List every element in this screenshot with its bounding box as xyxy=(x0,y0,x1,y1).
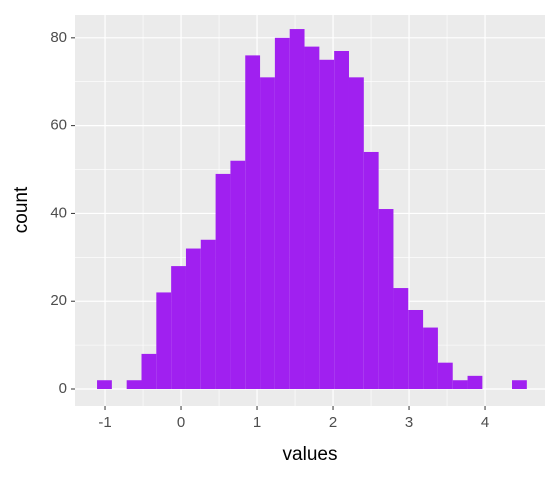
x-tick-label: 4 xyxy=(481,414,489,431)
bar xyxy=(185,248,201,390)
x-tick-label: -1 xyxy=(98,414,111,431)
bar xyxy=(260,77,275,390)
bar xyxy=(512,380,527,390)
bar xyxy=(200,239,216,390)
bar xyxy=(467,375,483,390)
x-axis-title: values xyxy=(283,444,338,465)
y-tick-label: 40 xyxy=(50,204,67,221)
y-tick-label: 20 xyxy=(50,292,67,309)
bar xyxy=(393,288,409,390)
bar xyxy=(274,37,290,390)
bar xyxy=(171,266,186,390)
bar xyxy=(304,46,320,390)
bar xyxy=(437,362,453,390)
y-axis-title: count xyxy=(11,186,32,233)
bar xyxy=(319,59,335,390)
x-tick-label: 0 xyxy=(177,414,185,431)
bar xyxy=(452,380,468,390)
bar xyxy=(230,160,246,390)
bar xyxy=(363,151,379,390)
bar xyxy=(334,50,349,390)
bar xyxy=(378,209,394,390)
y-tick-label: 0 xyxy=(59,380,67,397)
y-tick-label: 80 xyxy=(50,29,67,46)
bar xyxy=(215,173,231,390)
x-tick-label: 2 xyxy=(329,414,337,431)
bar xyxy=(97,380,112,390)
bar xyxy=(423,327,438,390)
x-tick-label: 1 xyxy=(253,414,261,431)
bar xyxy=(289,29,305,390)
bar xyxy=(245,55,261,390)
bar xyxy=(156,292,172,390)
x-tick-label: 3 xyxy=(405,414,413,431)
y-tick-label: 60 xyxy=(50,117,67,134)
bar xyxy=(348,77,364,390)
bar xyxy=(141,353,157,390)
bar xyxy=(126,380,142,390)
bar xyxy=(408,309,424,390)
